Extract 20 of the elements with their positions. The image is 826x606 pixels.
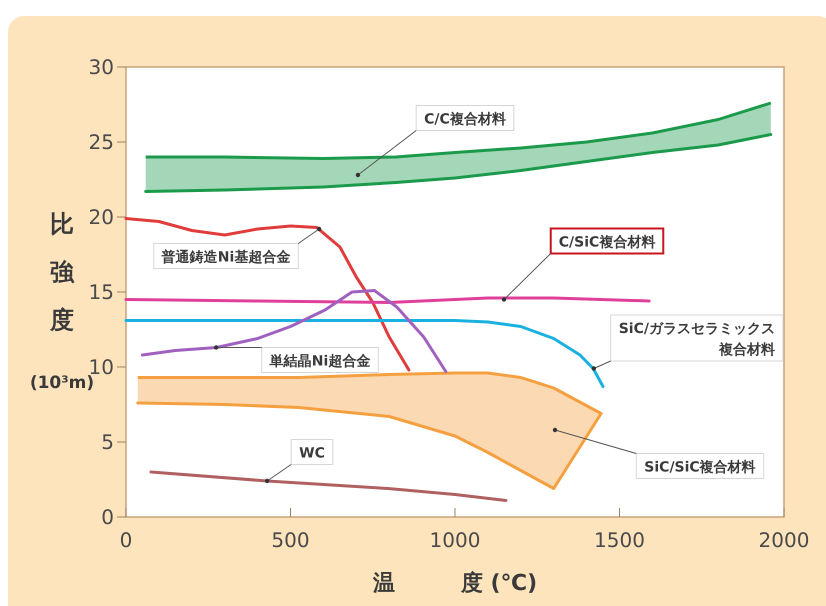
y-tick-label: 25	[88, 130, 114, 154]
y-tick-label: 15	[88, 280, 114, 304]
y-tick-label: 20	[88, 205, 114, 229]
y-tick-label: 0	[101, 505, 114, 529]
annotation: SiC/SiC複合材料	[644, 458, 756, 476]
annotation: 単結晶Ni超合金	[268, 354, 372, 370]
annotation: 普通鋳造Ni基超合金	[160, 248, 292, 266]
annotation: C/C複合材料	[424, 110, 506, 128]
x-axis-title: 温 度 (℃)	[372, 570, 538, 596]
x-tick-label: 0	[120, 528, 132, 552]
annotation: C/SiC複合材料	[502, 228, 664, 302]
annotation: WC	[299, 446, 325, 462]
x-tick-label: 1500	[594, 528, 645, 552]
annotation: C/SiC複合材料	[558, 234, 656, 250]
y-tick-label: 30	[88, 55, 114, 79]
x-tick-label: 2000	[758, 528, 810, 552]
x-tick-label: 500	[271, 528, 310, 552]
x-tick-label: 1000	[430, 528, 480, 552]
y-tick-label: 5	[101, 430, 114, 454]
annotation: SiC/ガラスセラミックス複合材料	[618, 321, 775, 358]
